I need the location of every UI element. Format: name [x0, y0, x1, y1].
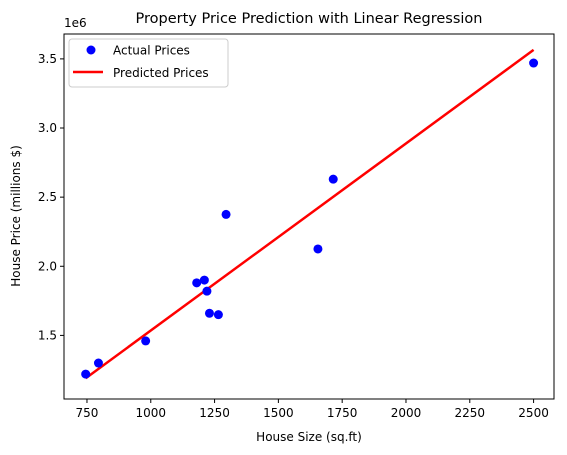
legend-label-actual: Actual Prices — [113, 44, 190, 58]
data-point — [192, 278, 202, 288]
y-tick-label: 2.5 — [38, 190, 57, 204]
y-offset-label: 1e6 — [64, 16, 87, 30]
predicted-series — [84, 48, 535, 380]
plot-frame — [63, 33, 555, 400]
data-point — [204, 308, 214, 318]
x-tick-label: 1250 — [199, 406, 230, 420]
actual-series — [81, 58, 539, 379]
y-tick-label: 3.5 — [38, 52, 57, 66]
legend-label-predicted: Predicted Prices — [113, 66, 209, 80]
x-axis-ticks: 750 1000 1250 1500 1750 2000 2250 2500 — [76, 399, 549, 420]
x-tick-label: 2000 — [391, 406, 422, 420]
data-point — [141, 336, 151, 346]
y-tick-label: 3.0 — [38, 121, 57, 135]
legend-box — [68, 38, 229, 88]
data-point — [202, 286, 212, 296]
y-tick-label: 2.0 — [38, 259, 57, 273]
data-point — [313, 244, 323, 254]
data-point — [529, 58, 539, 68]
x-tick-label: 1000 — [135, 406, 166, 420]
data-point — [81, 369, 91, 379]
chart-title: Property Price Prediction with Linear Re… — [136, 11, 483, 27]
x-tick-label: 2500 — [518, 406, 549, 420]
data-point — [221, 209, 231, 219]
data-point — [213, 310, 223, 320]
x-tick-label: 1750 — [327, 406, 358, 420]
x-axis-title: House Size (sq.ft) — [256, 430, 362, 444]
y-axis-ticks: 1.5 2.0 2.5 3.0 3.5 — [38, 52, 64, 342]
y-tick-label: 1.5 — [38, 328, 57, 342]
x-tick-label: 1500 — [263, 406, 294, 420]
x-tick-label: 750 — [76, 406, 99, 420]
regression-line — [84, 48, 535, 380]
legend: Actual Prices Predicted Prices — [68, 38, 229, 88]
legend-marker-actual — [86, 45, 96, 55]
x-tick-label: 2250 — [455, 406, 486, 420]
y-axis-title: House Price (millions $) — [9, 145, 23, 287]
data-point — [199, 275, 209, 285]
data-point — [328, 174, 338, 184]
data-point — [93, 358, 103, 368]
